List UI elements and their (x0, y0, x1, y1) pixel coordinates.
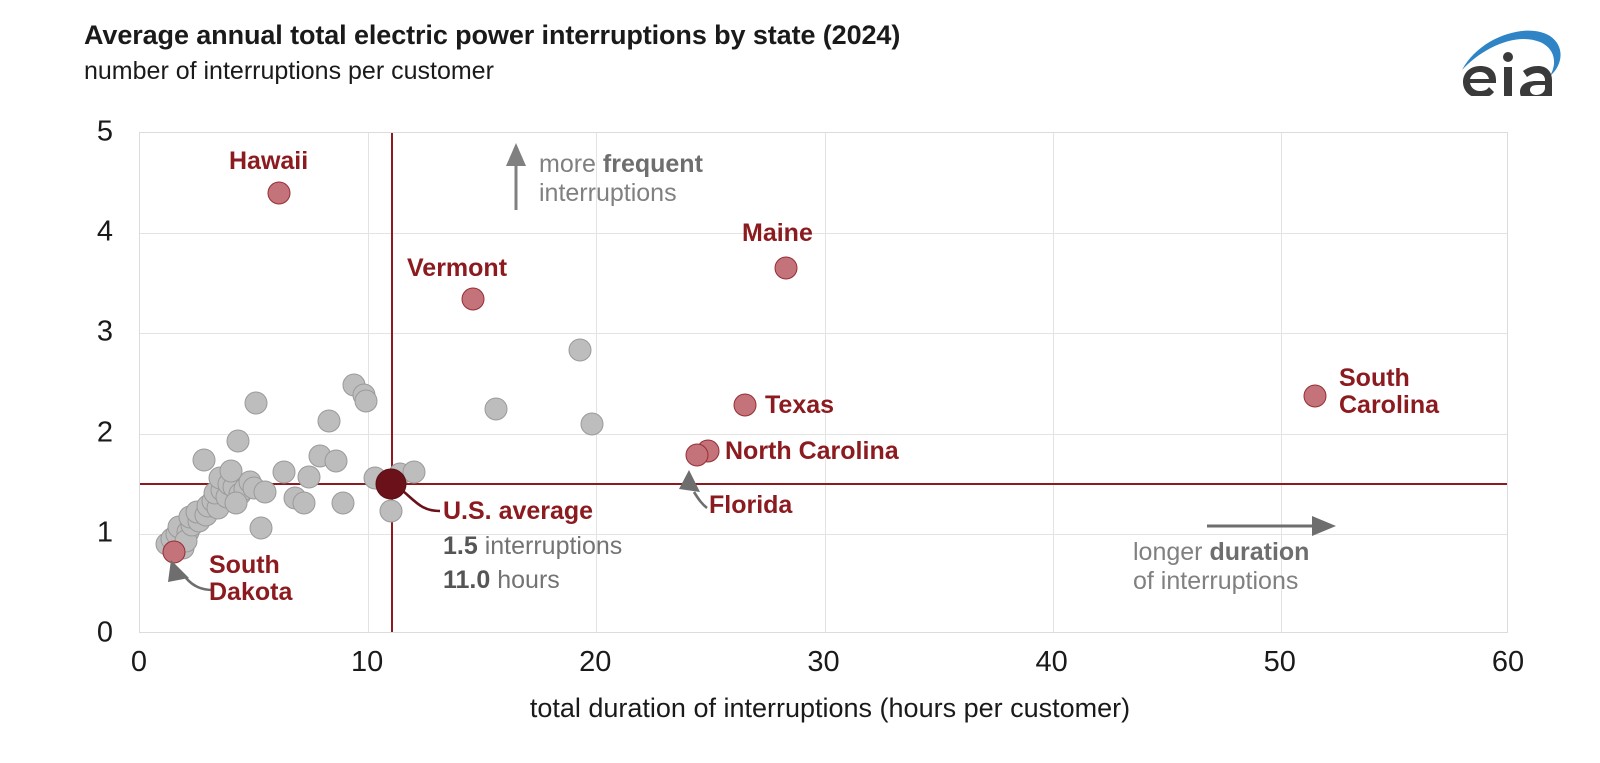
state-label-south-carolina: South Carolina (1339, 365, 1489, 419)
plot-area (139, 132, 1508, 633)
state-label-texas: Texas (765, 391, 835, 419)
data-point-state-49[interactable] (580, 412, 604, 436)
y-tick-1: 1 (96, 516, 113, 549)
data-point-maine[interactable] (774, 256, 798, 280)
us-average-hours: 11.0 hours (443, 565, 622, 595)
gridline-x-40 (1052, 133, 1054, 632)
us-average-interruptions: 1.5 interruptions (443, 531, 622, 561)
data-point-state-31[interactable] (253, 480, 277, 504)
gridline-x-20 (596, 133, 598, 632)
state-label-south-dakota: South Dakota (209, 552, 329, 606)
data-point-state-14[interactable] (192, 448, 216, 472)
y-tick-3: 3 (96, 315, 113, 348)
data-point-vermont[interactable] (461, 287, 485, 311)
y-tick-2: 2 (96, 416, 113, 449)
data-point-hawaii[interactable] (267, 181, 291, 205)
x-tick-40: 40 (1035, 646, 1068, 678)
y-tick-0: 0 (96, 616, 113, 649)
data-point-state-35[interactable] (297, 465, 321, 489)
state-label-florida: Florida (709, 491, 793, 519)
data-point-state-38[interactable] (324, 449, 348, 473)
x-axis-label: total duration of interruptions (hours p… (529, 693, 1131, 723)
x-tick-60: 60 (1491, 646, 1525, 678)
y-tick-5: 5 (96, 115, 113, 148)
data-point-south-carolina[interactable] (1303, 384, 1327, 408)
data-point-state-30[interactable] (249, 516, 273, 540)
page-subtitle: number of interruptions per customer (84, 56, 494, 85)
chart-header: Average annual total electric power inte… (84, 20, 1374, 86)
state-label-hawaii: Hawaii (229, 147, 309, 175)
us-average-horizontal-line (140, 482, 1507, 485)
gridline-y-3 (140, 333, 1507, 335)
data-point-state-22[interactable] (219, 459, 243, 483)
data-point-state-34[interactable] (292, 491, 316, 515)
data-point-state-28[interactable] (244, 391, 268, 415)
gridline-x-10 (368, 133, 370, 632)
data-point-florida[interactable] (685, 443, 709, 467)
gridline-x-30 (824, 133, 826, 632)
duration-annotation-line2: of interruptions (1133, 567, 1299, 595)
x-tick-50: 50 (1263, 646, 1296, 678)
data-point-state-26[interactable] (224, 491, 248, 515)
data-point-state-37[interactable] (317, 409, 341, 433)
gridline-y-4 (140, 233, 1507, 235)
data-point-state-45[interactable] (379, 499, 403, 523)
data-point-south-dakota[interactable] (162, 540, 186, 564)
data-point-state-23[interactable] (226, 429, 250, 453)
x-tick-20: 20 (579, 646, 612, 678)
us-average-annotation: U.S. average 1.5 interruptions 11.0 hour… (443, 497, 622, 595)
page-title: Average annual total electric power inte… (84, 20, 901, 50)
state-label-north-carolina: North Carolina (725, 437, 899, 465)
state-label-south-dakota-text: South Dakota (209, 551, 293, 606)
duration-annotation-bold: duration (1209, 538, 1310, 566)
us-average-interruptions-unit: interruptions (477, 531, 623, 560)
y-tick-4: 4 (96, 215, 113, 248)
state-label-south-carolina-text: South Carolina (1339, 364, 1440, 419)
data-point-state-48[interactable] (568, 338, 592, 362)
frequency-annotation-bold: frequent (602, 150, 703, 178)
us-average-hours-value: 11.0 (443, 565, 491, 594)
gridline-x-50 (1280, 133, 1282, 632)
frequency-annotation: more frequent interruptions (539, 150, 703, 208)
eia-logo (1454, 22, 1572, 102)
state-label-vermont: Vermont (407, 254, 508, 282)
x-tick-30: 30 (807, 646, 840, 678)
eia-logo-swoosh-icon (1462, 30, 1561, 102)
us-average-vertical-line (391, 133, 393, 632)
data-point-state-32[interactable] (272, 460, 296, 484)
state-label-maine: Maine (742, 219, 813, 247)
duration-annotation-prefix: longer (1133, 538, 1210, 566)
us-average-hours-unit: hours (490, 565, 560, 594)
data-point-state-47[interactable] (484, 397, 508, 421)
us-average-title: U.S. average (443, 497, 594, 525)
data-point-us-average[interactable] (375, 468, 407, 500)
duration-annotation: longer duration of interruptions (1133, 538, 1309, 596)
us-average-interruptions-value: 1.5 (443, 531, 478, 560)
x-tick-0: 0 (130, 646, 148, 678)
data-point-state-46[interactable] (402, 460, 426, 484)
frequency-annotation-line2: interruptions (539, 179, 677, 207)
frequency-annotation-prefix: more (539, 150, 603, 178)
data-point-state-39[interactable] (331, 491, 355, 515)
data-point-texas[interactable] (733, 393, 757, 417)
gridline-y-1 (140, 533, 1507, 535)
gridline-y-2 (140, 433, 1507, 435)
data-point-state-42[interactable] (354, 389, 378, 413)
x-tick-10: 10 (351, 646, 384, 678)
